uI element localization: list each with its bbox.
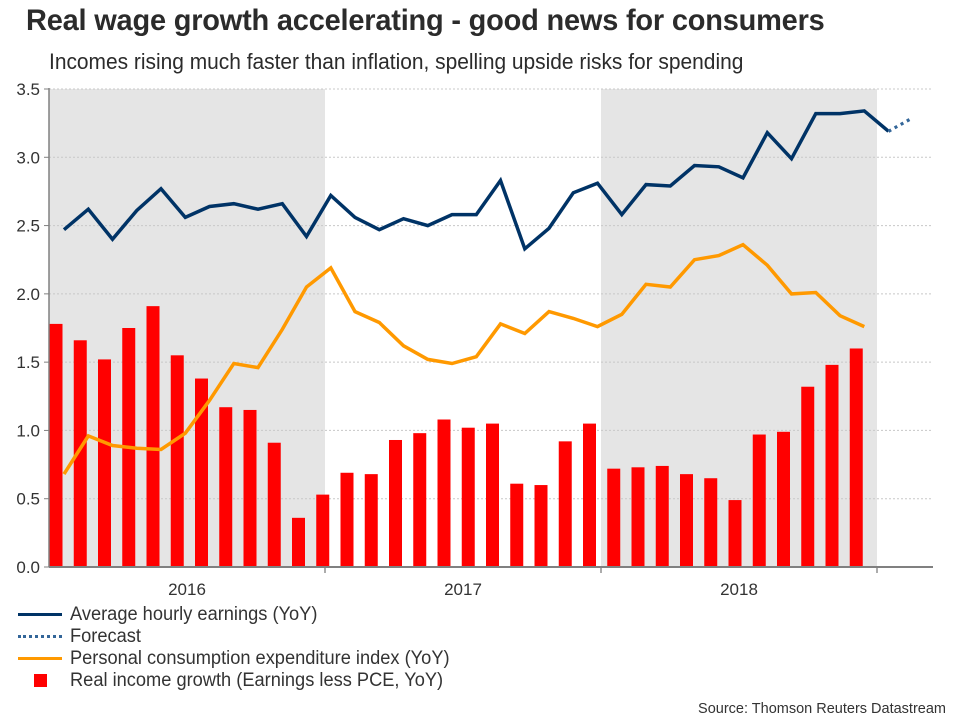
y-tick-label: 1.0 (16, 421, 40, 440)
bar-real-income (534, 485, 548, 567)
legend-item-real-income[interactable]: Real income growth (Earnings less PCE, Y… (18, 670, 465, 692)
chart-subtitle: Incomes rising much faster than inflatio… (49, 49, 744, 74)
legend-label-forecast: Forecast (70, 626, 141, 647)
bar-real-income (728, 500, 742, 567)
bar-real-income (631, 467, 645, 567)
legend-item-earnings[interactable]: Average hourly earnings (YoY) (18, 604, 465, 626)
y-tick-label: 2.5 (16, 217, 40, 236)
bar-real-income (558, 441, 572, 567)
bar-real-income (801, 386, 815, 567)
legend: Average hourly earnings (YoY) Forecast P… (18, 604, 465, 692)
legend-label-real-income: Real income growth (Earnings less PCE, Y… (70, 670, 444, 691)
bar-real-income (292, 517, 305, 567)
bar-real-income (364, 474, 378, 567)
bar-real-income (777, 431, 790, 567)
bar-real-income (49, 323, 63, 567)
bar-real-income (243, 409, 257, 567)
legend-label-earnings: Average hourly earnings (YoY) (70, 604, 318, 625)
bar-real-income (437, 419, 451, 567)
x-tick-label: 2016 (168, 580, 206, 599)
legend-item-pce[interactable]: Personal consumption expenditure index (… (18, 648, 465, 670)
x-tick-label: 2017 (444, 580, 482, 599)
bar-real-income (849, 348, 863, 567)
bar-real-income (146, 306, 160, 567)
legend-swatch-pce (18, 648, 62, 670)
bar-real-income (510, 483, 524, 567)
bar-real-income (267, 442, 281, 567)
legend-swatch-forecast (18, 626, 62, 648)
axes (44, 88, 933, 573)
line-series (62, 109, 914, 476)
chart-title: Real wage growth accelerating - good new… (26, 4, 825, 37)
line-earnings (62, 109, 890, 252)
bar-real-income (680, 474, 693, 567)
bar-real-income (413, 433, 427, 567)
y-tick-label: 0.5 (16, 490, 40, 509)
legend-label-pce: Personal consumption expenditure index (… (70, 648, 450, 669)
line-forecast (887, 116, 914, 133)
source-note: Source: Thomson Reuters Datastream (698, 701, 946, 717)
y-tick-label: 2.0 (16, 285, 40, 304)
bar-real-income (219, 407, 233, 567)
axis-labels: 0.0 0.5 1.0 1.5 2.0 2.5 3.0 3.5 2016 2017 2018 (16, 80, 758, 599)
bar-real-income (486, 423, 499, 567)
line-pce (62, 242, 866, 476)
bar-real-income (389, 439, 402, 567)
bar-real-income (98, 359, 111, 567)
y-tick-label: 3.5 (16, 80, 40, 99)
x-tick-label: 2018 (720, 580, 758, 599)
legend-swatch-earnings (18, 604, 62, 626)
bar-real-income (195, 378, 208, 567)
bar-real-income (170, 355, 184, 567)
bar-real-income (607, 468, 621, 567)
bar-real-income (825, 364, 839, 567)
legend-swatch-real-income (18, 670, 62, 692)
bar-real-income (704, 478, 718, 567)
bar-real-income (461, 427, 475, 567)
bar-real-income (583, 423, 596, 567)
bar-real-income (340, 472, 354, 567)
y-tick-label: 3.0 (16, 148, 40, 167)
y-tick-label: 1.5 (16, 353, 40, 372)
legend-item-forecast[interactable]: Forecast (18, 626, 465, 648)
bar-real-income (73, 340, 87, 567)
bar-real-income (655, 465, 669, 567)
y-tick-label: 0.0 (16, 558, 40, 577)
bar-real-income (316, 494, 330, 567)
bar-real-income (752, 434, 766, 567)
